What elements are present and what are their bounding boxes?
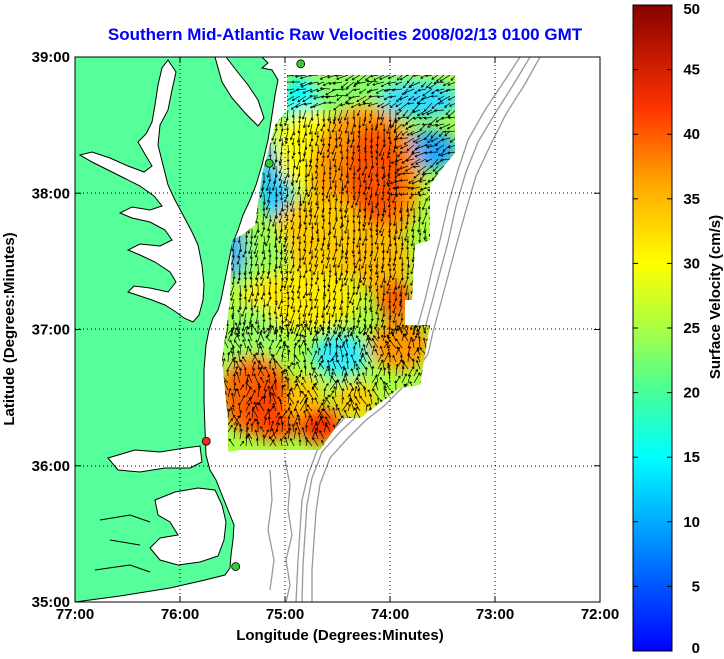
- y-axis-label: Latitude (Degrees:Minutes): [1, 232, 18, 425]
- colorbar-tick-label: 35: [683, 191, 700, 208]
- colorbar: [632, 4, 673, 652]
- x-tick-label: 76:00: [161, 606, 199, 623]
- colorbar-tick-label: 40: [683, 126, 700, 143]
- x-axis-label: Longitude (Degrees:Minutes): [236, 627, 444, 644]
- station-marker: [296, 59, 306, 69]
- colorbar-tick-label: 10: [683, 514, 700, 531]
- station-marker: [201, 436, 211, 446]
- pamlico-sound: [149, 487, 227, 566]
- colorbar-tick-label: 20: [683, 385, 700, 402]
- x-tick-label: 73:00: [476, 606, 514, 623]
- chesapeake-bay: [78, 59, 205, 323]
- colorbar-tick-label: 0: [692, 640, 700, 657]
- delaware-bay: [214, 57, 265, 127]
- station-markers: [201, 59, 306, 571]
- y-axis-ticks: 39:00 38:00 37:00 36:00 35:00: [32, 49, 600, 611]
- chart-title: Southern Mid-Atlantic Raw Velocities 200…: [108, 25, 583, 44]
- y-tick-label: 35:00: [32, 594, 70, 611]
- colorbar-tick-label: 25: [683, 320, 700, 337]
- x-tick-label: 72:00: [581, 606, 619, 623]
- x-tick-label: 74:00: [371, 606, 409, 623]
- x-tick-label: 75:00: [266, 606, 304, 623]
- grid-lines: [75, 57, 600, 602]
- river-inlet: [94, 514, 151, 573]
- colorbar-label: Surface Velocity (cm/s): [707, 215, 724, 379]
- y-tick-label: 37:00: [32, 322, 70, 339]
- y-tick-label: 38:00: [32, 185, 70, 202]
- colorbar-tick-label: 50: [683, 1, 700, 18]
- colorbar-tick-label: 30: [683, 255, 700, 272]
- colorbar-tick-label: 15: [683, 449, 700, 466]
- map-area: [75, 57, 600, 602]
- y-tick-label: 36:00: [32, 458, 70, 475]
- colorbar-tick-label: 45: [683, 62, 700, 79]
- colorbar-tick-label: 5: [692, 578, 700, 595]
- x-axis-ticks: 77:00 76:00 75:00 74:00 73:00 72:00: [56, 57, 619, 623]
- station-marker: [264, 158, 274, 168]
- x-tick-label: 77:00: [56, 606, 94, 623]
- station-marker: [231, 562, 241, 571]
- y-tick-label: 39:00: [32, 49, 70, 66]
